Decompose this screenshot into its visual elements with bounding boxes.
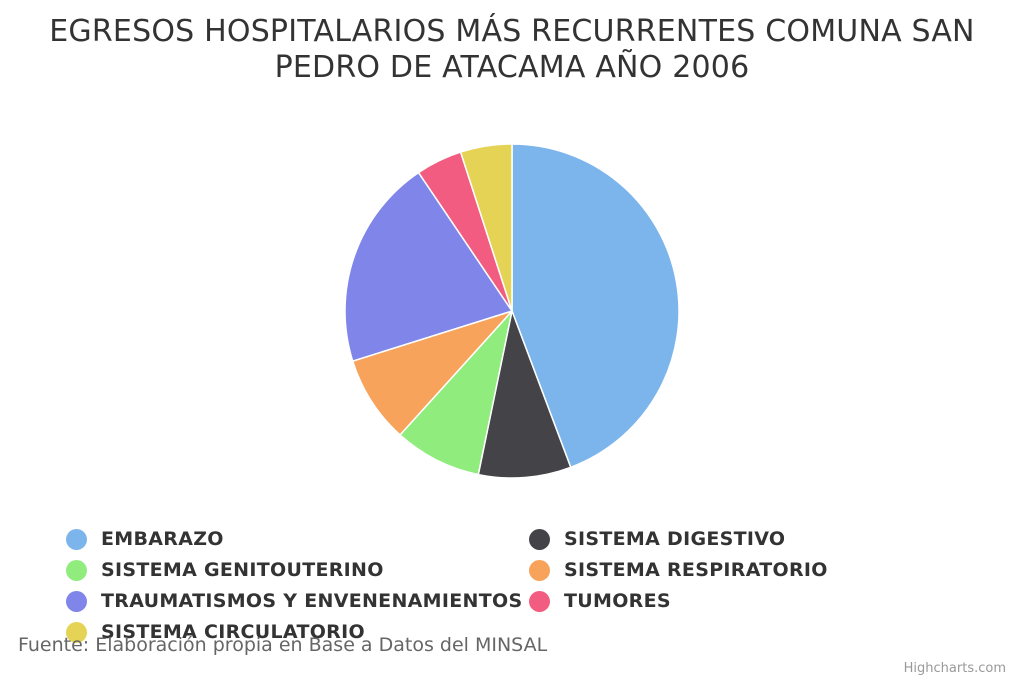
chart-title: EGRESOS HOSPITALARIOS MÁS RECURRENTES CO… [0,14,1024,86]
legend-marker-icon [529,559,550,581]
pie-slice-embarazo[interactable] [511,143,680,469]
legend-label: TRAUMATISMOS Y ENVENENAMIENTOS [101,590,523,612]
legend-marker-icon [529,528,550,550]
legend-item-sistema-respiratorio[interactable]: SISTEMA RESPIRATORIO [529,555,828,585]
pie-slice-sistema-genitouterino[interactable] [399,310,513,476]
legend-marker-icon [66,590,87,612]
legend-label: SISTEMA CIRCULATORIO [101,621,365,643]
chart-title-line-2: PEDRO DE ATACAMA AÑO 2006 [274,50,750,85]
legend-item-sistema-circulatorio[interactable]: SISTEMA CIRCULATORIO [66,617,365,647]
legend-item-sistema-digestivo[interactable]: SISTEMA DIGESTIVO [529,524,785,554]
pie-slice-sistema-circulatorio[interactable] [459,143,513,312]
legend-marker-icon [66,621,87,643]
legend-marker-icon [66,528,87,550]
legend-item-tumores[interactable]: TUMORES [529,586,671,616]
legend-item-sistema-genitouterino[interactable]: SISTEMA GENITOUTERINO [66,555,384,585]
pie-slice-traumatismos-y-envenenamientos[interactable] [344,171,513,362]
legend-label: SISTEMA GENITOUTERINO [101,559,384,581]
legend-label: TUMORES [564,590,671,612]
legend-item-embarazo[interactable]: EMBARAZO [66,524,224,554]
pie-slice-sistema-respiratorio[interactable] [351,310,513,436]
highcharts-credits-link[interactable]: Highcharts.com [903,661,1006,676]
chart-title-line-1: EGRESOS HOSPITALARIOS MÁS RECURRENTES CO… [49,14,975,49]
legend-label: SISTEMA RESPIRATORIO [564,559,828,581]
legend-marker-icon [66,559,87,581]
legend-label: SISTEMA DIGESTIVO [564,528,786,550]
legend-item-traumatismos-y-envenenamientos[interactable]: TRAUMATISMOS Y ENVENENAMIENTOS [66,586,522,616]
source-note: Fuente: Elaboración propia en Base a Dat… [18,634,548,656]
pie-slice-sistema-digestivo[interactable] [477,310,572,479]
pie-slices [344,143,680,479]
legend-label: EMBARAZO [101,528,224,550]
legend-marker-icon [529,590,550,612]
